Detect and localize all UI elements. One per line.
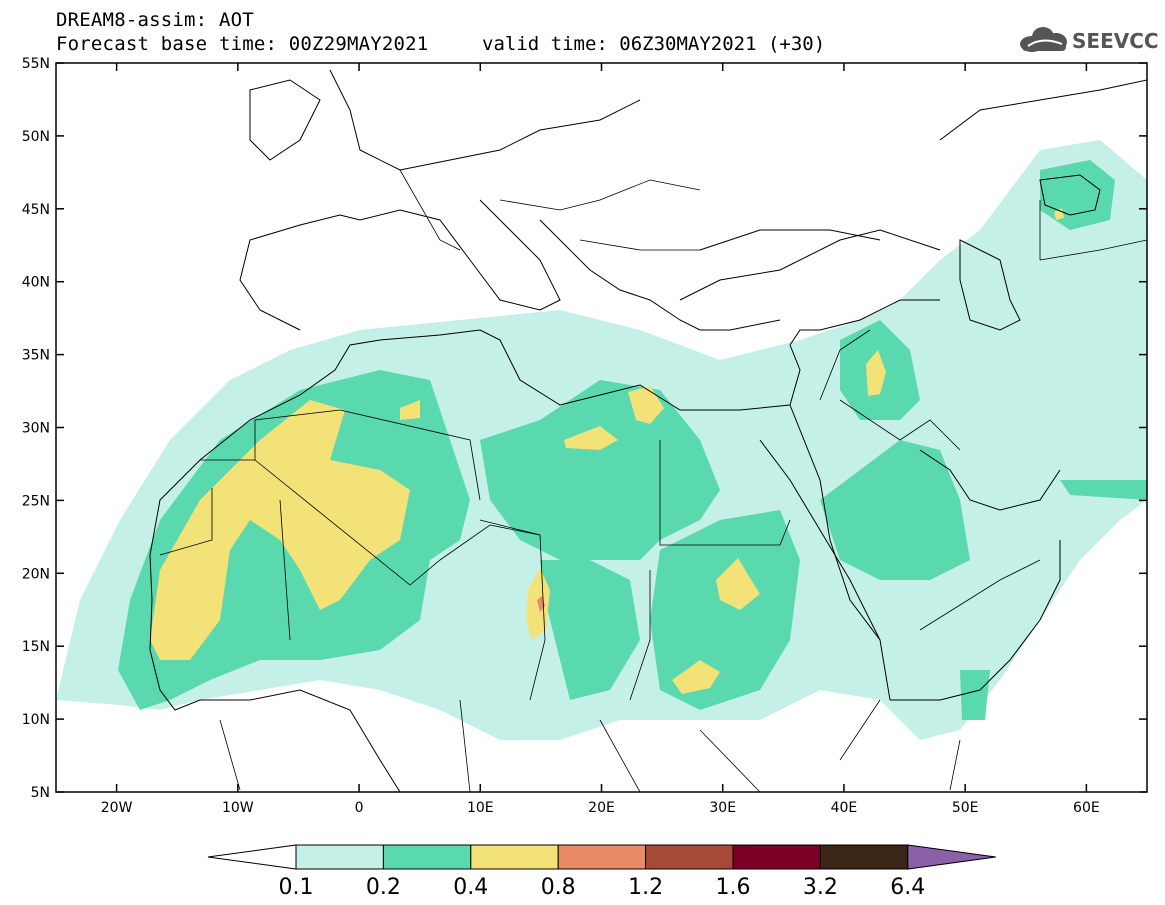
longitude-labels: 20W 10W 0 10E 20E 30E 40E 50E 60E <box>101 800 1100 816</box>
axis-ticks <box>56 62 1147 793</box>
lat-label: 15N <box>22 639 50 655</box>
lat-label: 55N <box>22 56 50 72</box>
colorbar-label: 1.2 <box>628 875 663 900</box>
colorbar-label: 0.8 <box>541 875 576 900</box>
lat-label: 30N <box>22 421 50 437</box>
lon-label: 40E <box>831 800 858 816</box>
logo-text: SEEVCCC <box>1072 29 1158 53</box>
coastlines <box>149 69 1147 792</box>
aot-level-0.4 <box>150 208 1064 694</box>
colorbar-box <box>645 844 734 870</box>
colorbar-box <box>382 844 472 870</box>
lon-label: 0 <box>355 800 364 816</box>
colorbar-label: 3.2 <box>803 875 838 900</box>
colorbar-boxes <box>295 844 996 870</box>
colorbar-label: 0.4 <box>453 875 488 900</box>
lon-label: 10W <box>222 800 254 816</box>
lon-label: 30E <box>709 800 736 816</box>
latitude-labels: 55N 50N 45N 40N 35N 30N 25N 20N 15N 10N 5N <box>22 56 50 801</box>
valid-time: valid time: 06Z30MAY2021 (+30) <box>482 33 826 55</box>
lon-label: 20E <box>588 800 615 816</box>
colorbar-over-triangle <box>907 844 996 870</box>
colorbar-labels: 0.1 0.2 0.4 0.8 1.2 1.6 3.2 6.4 <box>279 875 926 900</box>
colorbar-box <box>470 844 559 870</box>
lon-label: 10E <box>467 800 494 816</box>
colorbar-label: 0.1 <box>279 875 314 900</box>
seevccc-logo: SEEVCCC <box>1020 27 1158 53</box>
colorbar-under-triangle <box>207 844 297 870</box>
lat-label: 20N <box>22 566 50 582</box>
lat-label: 50N <box>22 129 50 145</box>
lat-label: 45N <box>22 202 50 218</box>
colorbar-box <box>819 844 909 870</box>
lat-label: 5N <box>31 785 50 801</box>
colorbar-box <box>295 844 384 870</box>
lon-label: 20W <box>101 800 133 816</box>
colorbar-label: 6.4 <box>890 875 925 900</box>
lat-label: 25N <box>22 493 50 509</box>
chart-title: DREAM8-assim: AOT <box>56 9 254 31</box>
base-time: Forecast base time: 00Z29MAY2021 <box>56 33 429 55</box>
colorbar-label: 0.2 <box>366 875 401 900</box>
lat-label: 35N <box>22 348 50 364</box>
colorbar: 0.1 0.2 0.4 0.8 1.2 1.6 3.2 6.4 <box>207 844 996 900</box>
lon-label: 50E <box>952 800 979 816</box>
borders <box>159 169 1147 792</box>
colorbar-box <box>732 844 821 870</box>
lon-label: 60E <box>1073 800 1100 816</box>
aot-field <box>56 69 1147 792</box>
lat-label: 40N <box>22 275 50 291</box>
colorbar-box <box>557 844 647 870</box>
colorbar-label: 1.6 <box>716 875 751 900</box>
lat-label: 10N <box>22 712 50 728</box>
